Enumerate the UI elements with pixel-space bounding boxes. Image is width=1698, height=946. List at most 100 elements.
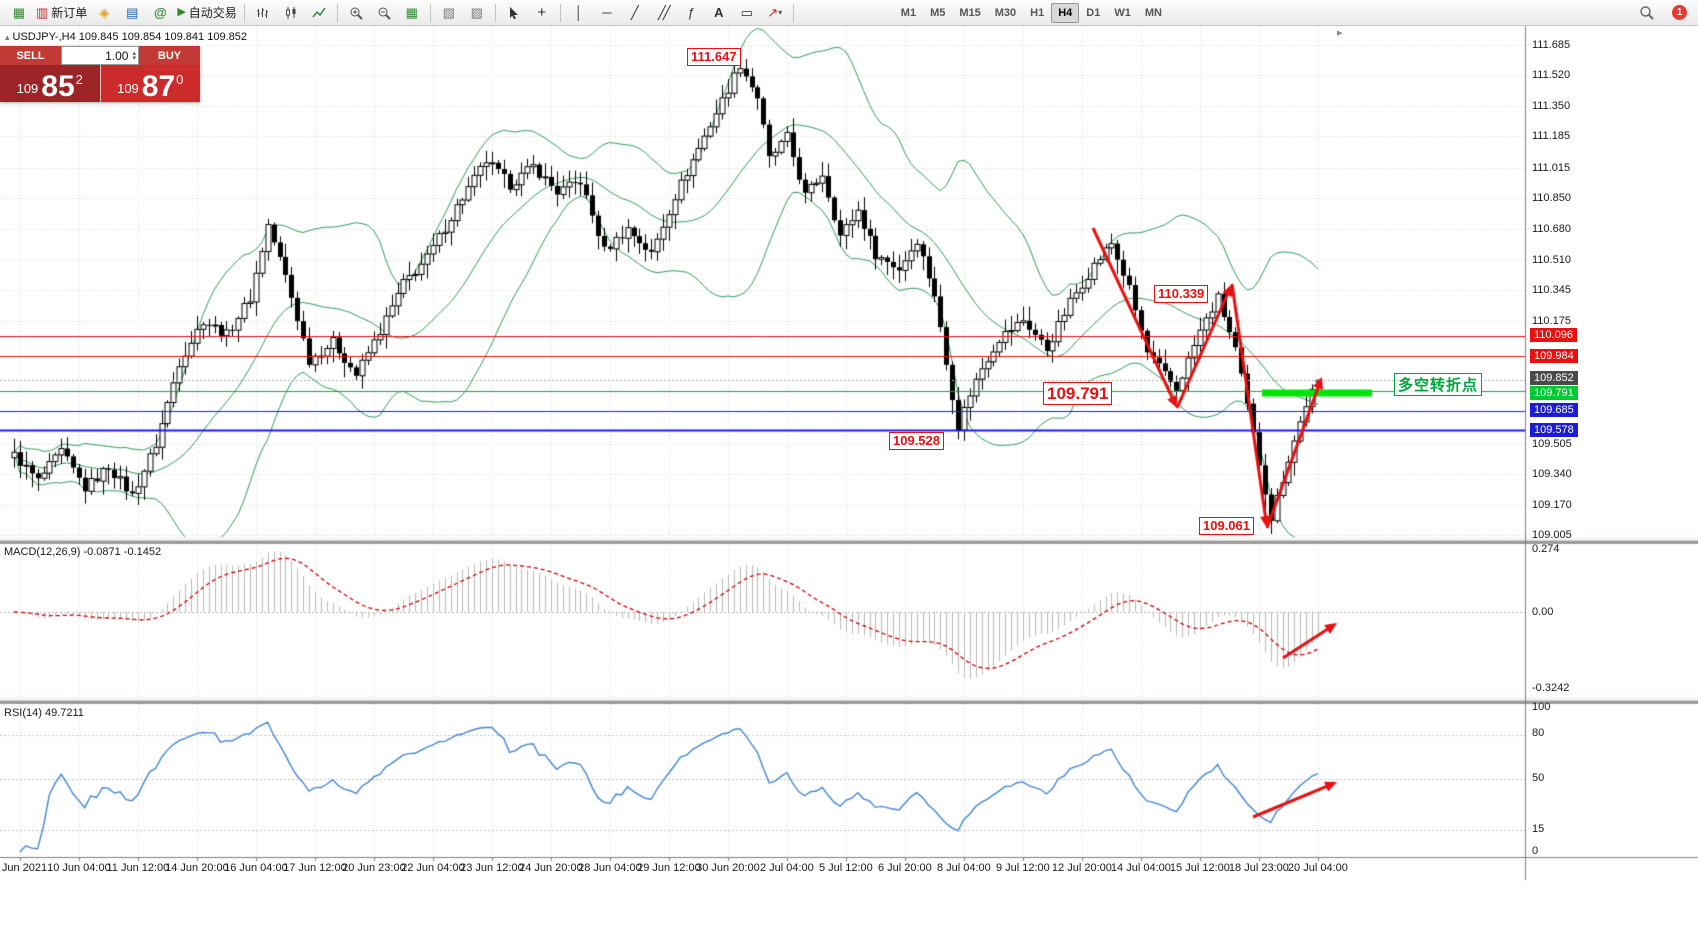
lot-size-field[interactable]: 1.00 ▴ ▾ — [61, 46, 139, 65]
price-badge-109.685: 109.685 — [1530, 403, 1578, 417]
zoom-out-button[interactable] — [370, 1, 398, 25]
zoom-in-button[interactable] — [342, 1, 370, 25]
fibonacci-button[interactable]: ƒ — [677, 1, 705, 25]
rsi-indicator-label: RSI(14) 49.7211 — [4, 707, 84, 719]
cursor-button[interactable] — [500, 1, 528, 25]
buy-button[interactable]: BUY — [139, 46, 200, 65]
timeframe-mn[interactable]: MN — [1144, 6, 1162, 19]
toolbar-separator — [243, 3, 245, 22]
arrows-tool-icon: ↗ — [767, 5, 779, 20]
time-axis-label: 14 Jun 20:00 — [165, 862, 229, 874]
time-axis-label: 6 Jul 20:00 — [877, 862, 932, 874]
timeframe-w1[interactable]: W1 — [1114, 6, 1131, 19]
symbol-ohlc-text: USDJPY-,H4 109.845 109.854 109.841 109.8… — [12, 31, 247, 43]
price-badge-109.984: 109.984 — [1530, 349, 1578, 363]
text-label-button[interactable]: ▭ — [733, 1, 761, 25]
time-axis-label: 10 Jun 04:00 — [47, 862, 111, 874]
axis-scale-label: 111.350 — [1532, 100, 1571, 112]
sell-button[interactable]: SELL — [0, 46, 61, 65]
time-axis-label: 15 Jul 12:00 — [1169, 862, 1230, 874]
auto-trading-button[interactable]: ▶ 自动交易 — [174, 1, 239, 25]
new-order-button[interactable]: ▥ 新订单 — [33, 1, 90, 25]
toolbar-separator — [559, 3, 561, 22]
arrange-charts-a-button[interactable]: ▧ — [435, 1, 463, 25]
search-button[interactable] — [1632, 1, 1660, 25]
market-watch-button[interactable]: ▤ — [118, 1, 146, 25]
trendline-button[interactable]: ╱ — [621, 1, 649, 25]
tile-windows-button[interactable]: ▦ — [398, 1, 426, 25]
scroll-to-end-icon[interactable]: ▸ — [1337, 27, 1343, 39]
timeframe-m15[interactable]: M15 — [959, 6, 981, 19]
timeframe-m5[interactable]: M5 — [930, 6, 946, 19]
search-icon — [1639, 6, 1654, 20]
axis-scale-label: 0 — [1532, 845, 1539, 857]
price-axis[interactable]: 111.685 111.520 111.350 111.185 111.015 110.8… — [1529, 0, 1599, 880]
arrows-tool-button[interactable]: ↗ ▾ — [761, 1, 789, 25]
price-annotation-111.647: 111.647 — [687, 48, 741, 67]
candle-chart-button[interactable] — [277, 1, 305, 25]
market-watch-icon: ▤ — [126, 5, 139, 20]
new-chart-button[interactable]: ▦ — [5, 1, 33, 25]
time-axis-label: 22 Jun 04:00 — [401, 862, 465, 874]
time-axis-label: 30 Jun 20:00 — [696, 862, 760, 874]
buy-price-button[interactable]: 109 87 0 — [100, 65, 200, 102]
tile-windows-icon: ▦ — [405, 5, 418, 20]
timeframe-h4[interactable]: H4 — [1051, 2, 1080, 23]
buy-price-sup: 0 — [176, 72, 184, 87]
lot-decrease-button[interactable]: ▾ — [132, 54, 136, 62]
timeframe-d1[interactable]: D1 — [1086, 6, 1101, 19]
axis-scale-label: 111.520 — [1532, 69, 1571, 81]
arrange-charts-b-button[interactable]: ▨ — [463, 1, 491, 25]
bar-chart-button[interactable] — [249, 1, 277, 25]
auto-trading-label: 自动交易 — [188, 6, 237, 20]
community-icon: @ — [153, 5, 167, 20]
axis-scale-label: 109.170 — [1532, 499, 1572, 511]
text-tool-button[interactable]: A — [705, 1, 733, 25]
candle-chart-icon — [285, 6, 296, 19]
bar-chart-icon — [256, 7, 268, 18]
channel-icon: ╱╱ — [657, 5, 671, 20]
axis-scale-label: 0.00 — [1532, 606, 1554, 618]
turning-point-label: 多空转折点 — [1394, 373, 1483, 396]
horizontal-line-icon: ─ — [602, 5, 612, 20]
timeframe-group: M1 M5 M15 M30 H1 H4 D1 W1 MN — [894, 2, 1169, 23]
line-chart-icon — [312, 7, 326, 17]
community-button[interactable]: @ — [146, 1, 174, 25]
axis-scale-label: 110.850 — [1532, 192, 1571, 204]
channel-button[interactable]: ╱╱ — [649, 1, 677, 25]
fibonacci-icon: ƒ — [687, 5, 695, 20]
compass-tool-button[interactable]: ◈ — [90, 1, 118, 25]
axis-scale-label: 0.274 — [1532, 543, 1560, 555]
price-annotation-110.339: 110.339 — [1154, 285, 1209, 304]
time-axis-label: 18 Jul 23:00 — [1228, 862, 1289, 874]
chart-window-icon: ▦ — [12, 5, 26, 20]
vertical-line-button[interactable]: │ — [565, 1, 593, 25]
price-badge-109.852: 109.852 — [1530, 371, 1578, 385]
axis-scale-label: 110.680 — [1532, 223, 1571, 235]
toolbar-separator — [429, 3, 431, 22]
time-axis-label: 2 Jul 04:00 — [759, 862, 814, 874]
toolbar-right-group: 1 — [1632, 1, 1693, 25]
timeframe-m1[interactable]: M1 — [900, 6, 917, 19]
horizontal-line-button[interactable]: ─ — [593, 1, 621, 25]
one-click-trading-panel: SELL 1.00 ▴ ▾ BUY 109 85 2 109 87 0 — [0, 46, 200, 102]
time-axis-label: 8 Jul 04:00 — [936, 862, 991, 874]
buy-price-prefix: 109 — [117, 81, 139, 96]
lot-increase-button[interactable]: ▴ — [132, 49, 136, 57]
crosshair-button[interactable]: + — [528, 1, 556, 25]
sell-price-button[interactable]: 109 85 2 — [0, 65, 101, 102]
price-annotation-109.061: 109.061 — [1199, 517, 1254, 536]
chart-symbol-info: ▴ USDJPY-,H4 109.845 109.854 109.841 109.… — [5, 31, 247, 43]
notification-badge[interactable]: 1 — [1672, 5, 1687, 20]
line-chart-button[interactable] — [305, 1, 333, 25]
axis-scale-label: 50 — [1532, 772, 1545, 784]
timeframe-h1[interactable]: H1 — [1030, 6, 1045, 19]
sell-price-prefix: 109 — [16, 81, 39, 96]
zoom-in-icon — [350, 7, 363, 20]
arrange-charts-a-icon: ▧ — [442, 5, 455, 20]
time-axis-label: 24 Jun 20:00 — [519, 862, 583, 874]
axis-scale-label: 100 — [1532, 701, 1551, 713]
timeframe-m30[interactable]: M30 — [994, 6, 1017, 19]
